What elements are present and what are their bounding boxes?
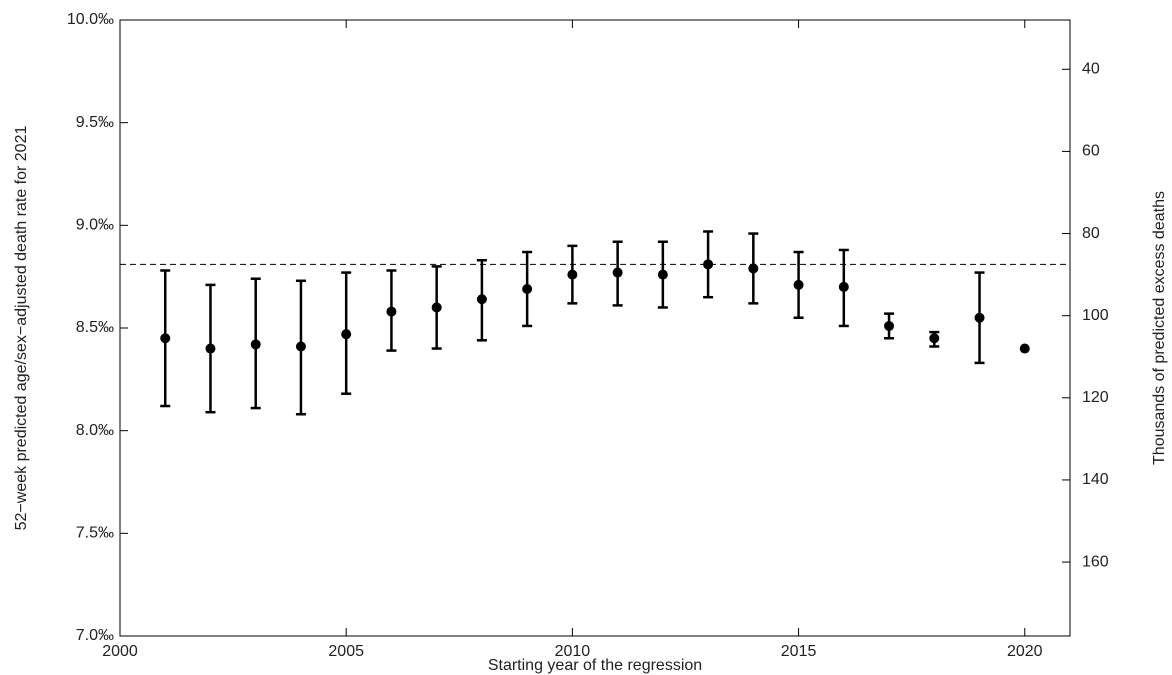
point [929, 333, 940, 344]
point [838, 281, 849, 292]
y-axis-title: 52−week predicted age/sex−adjusted death… [13, 126, 30, 531]
point [295, 341, 306, 352]
point [522, 283, 533, 294]
x-tick-label: 2000 [102, 643, 138, 660]
point [612, 267, 623, 278]
x-tick-label: 2010 [555, 643, 591, 660]
y2-tick-label: 100 [1082, 307, 1109, 324]
point [386, 306, 397, 317]
point [341, 329, 352, 340]
y-tick-label: 8.0‰ [76, 422, 114, 439]
point [567, 269, 578, 280]
x-tick-label: 2020 [1007, 643, 1043, 660]
y2-tick-label: 140 [1082, 471, 1109, 488]
point [160, 333, 171, 344]
y-tick-label: 10.0‰ [67, 11, 114, 28]
point [657, 269, 668, 280]
y-tick-label: 9.5‰ [76, 114, 114, 131]
point [703, 259, 714, 270]
y-tick-label: 7.0‰ [76, 627, 114, 644]
point [205, 343, 216, 354]
x-tick-label: 2005 [328, 643, 364, 660]
point [476, 294, 487, 305]
point [250, 339, 261, 350]
x-tick-label: 2015 [781, 643, 817, 660]
y2-tick-label: 60 [1082, 143, 1100, 160]
point [793, 279, 804, 290]
plot-frame [119, 19, 1071, 637]
point [748, 263, 759, 274]
y2-axis-title: Thousands of predicted excess deaths [1151, 191, 1168, 465]
y2-tick-label: 120 [1082, 389, 1109, 406]
y2-tick-label: 40 [1082, 60, 1100, 77]
point [884, 320, 895, 331]
y-tick-label: 9.0‰ [76, 217, 114, 234]
y-tick-label: 7.5‰ [76, 525, 114, 542]
y-tick-label: 8.5‰ [76, 319, 114, 336]
y2-tick-label: 80 [1082, 225, 1100, 242]
point [431, 302, 442, 313]
x-axis-title: Starting year of the regression [488, 657, 702, 674]
y2-tick-label: 160 [1082, 553, 1109, 570]
point [1019, 343, 1030, 354]
point [974, 312, 985, 323]
